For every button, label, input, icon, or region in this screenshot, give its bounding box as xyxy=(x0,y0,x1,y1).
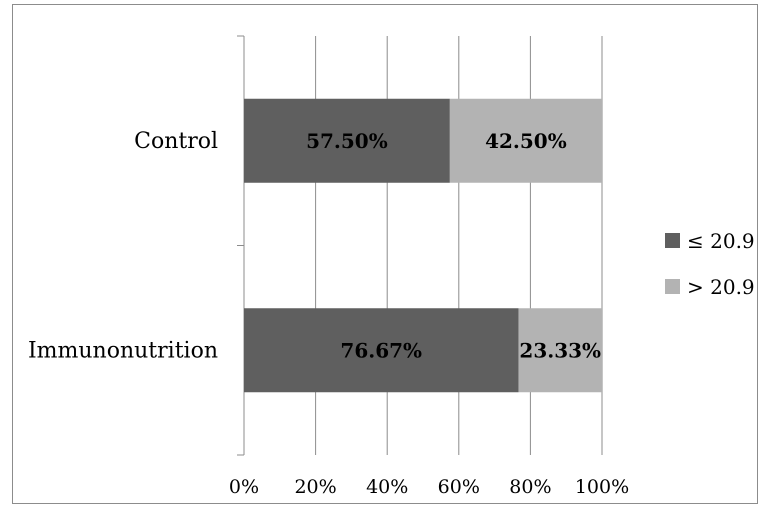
data-label: 23.33% xyxy=(519,338,601,362)
bars: 57.50% 42.50% 76.67% 23.33% xyxy=(244,98,602,393)
category-axis xyxy=(237,35,245,456)
x-tick-label: 0% xyxy=(229,476,259,498)
bar-segment xyxy=(518,308,602,393)
x-tick-label: 20% xyxy=(294,476,336,498)
legend-label: ≤ 20.9 xyxy=(687,229,755,253)
data-label: 42.50% xyxy=(485,129,567,153)
legend-swatch xyxy=(665,279,680,294)
category-label: Control xyxy=(134,129,218,154)
data-label: 57.50% xyxy=(306,129,388,153)
data-label: 76.67% xyxy=(340,338,422,362)
bar-segment xyxy=(244,308,519,393)
legend: ≤ 20.9 > 20.9 xyxy=(665,229,755,299)
legend-swatch xyxy=(665,233,680,248)
x-tick-label: 60% xyxy=(438,476,480,498)
chart-frame xyxy=(12,4,758,504)
category-labels: Control Immunonutrition xyxy=(28,129,218,364)
legend-label: > 20.9 xyxy=(687,275,755,299)
bar-segment xyxy=(244,98,450,183)
x-tick-labels: 0% 20% 40% 60% 80% 100% xyxy=(229,476,629,498)
x-tick-label: 40% xyxy=(366,476,408,498)
bar-segment xyxy=(449,98,602,183)
x-tick-label: 80% xyxy=(509,476,551,498)
category-label: Immunonutrition xyxy=(28,338,218,363)
x-tick-label: 100% xyxy=(575,476,629,498)
